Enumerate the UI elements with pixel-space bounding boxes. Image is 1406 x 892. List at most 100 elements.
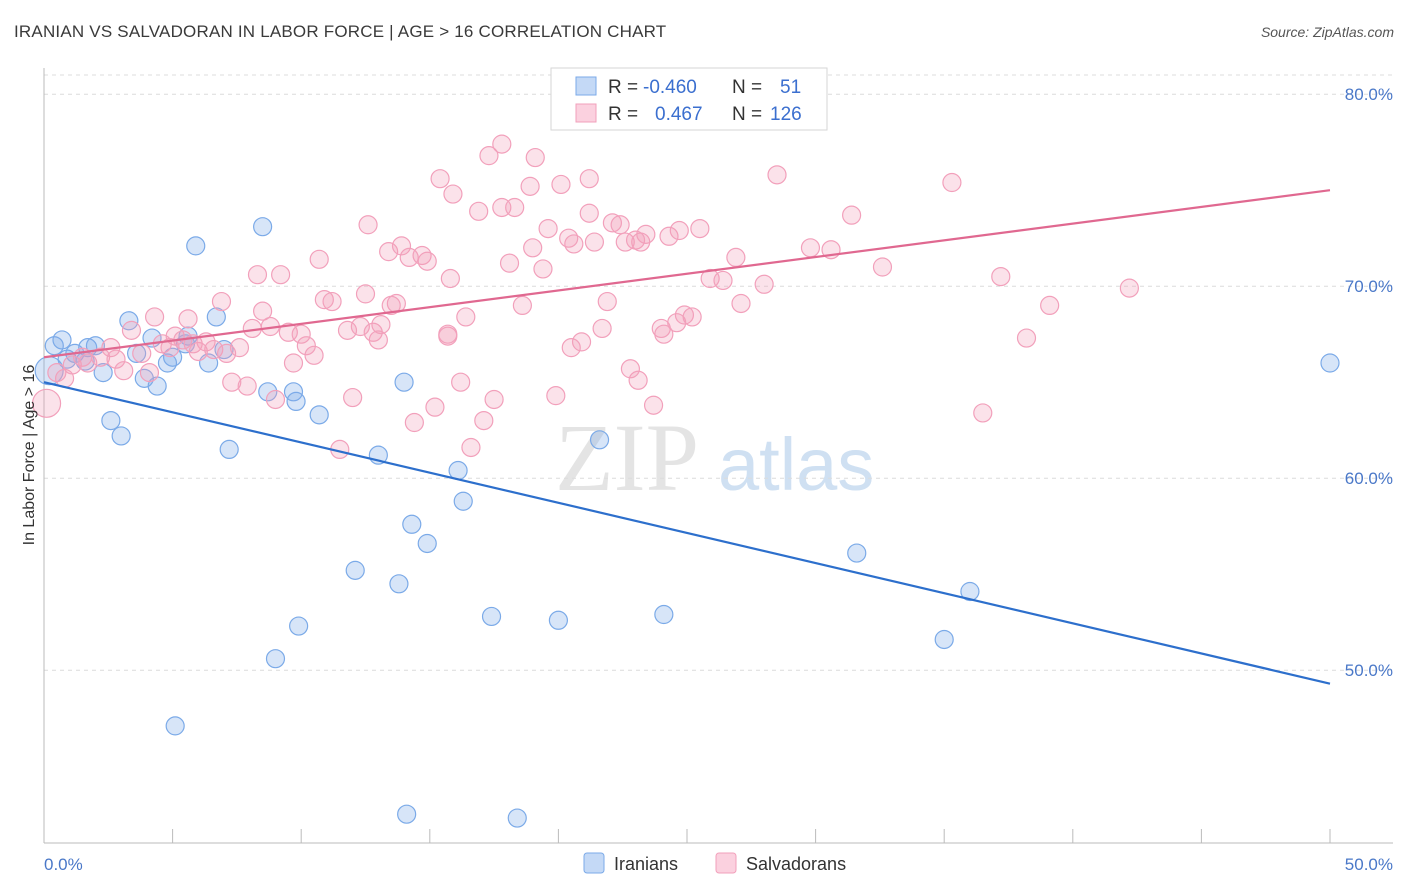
legend-r-label-1: R =: [608, 77, 638, 98]
watermark-atlas: atlas: [718, 423, 874, 506]
point-salvadorans: [669, 220, 689, 241]
x-tick-label-min: 0.0%: [44, 855, 83, 874]
point-iranians: [265, 649, 286, 669]
y-tick-labels: 50.0% 60.0% 70.0% 80.0%: [1345, 85, 1393, 680]
y-tick-label: 70.0%: [1345, 277, 1393, 296]
point-salvadorans: [343, 387, 363, 408]
y-tick-label: 80.0%: [1345, 85, 1393, 104]
point-iranians: [219, 439, 239, 459]
point-salvadorans: [404, 412, 424, 433]
point-salvadorans: [461, 437, 481, 458]
point-salvadorans: [355, 284, 376, 304]
point-salvadorans: [991, 267, 1011, 287]
point-salvadorans: [942, 172, 962, 193]
point-iranians: [345, 560, 365, 580]
point-iranians: [847, 543, 867, 563]
point-salvadorans: [505, 197, 525, 218]
point-salvadorans: [188, 341, 208, 362]
point-iranians: [654, 604, 674, 625]
point-salvadorans: [682, 307, 702, 327]
point-salvadorans: [643, 395, 664, 415]
legend-r-value-1: -0.460: [643, 77, 697, 98]
point-iranians: [52, 330, 72, 350]
point-iranians: [589, 430, 610, 450]
trend-line-iranians: [43, 381, 1331, 685]
point-salvadorans: [973, 403, 993, 423]
trend-lines: [43, 189, 1331, 685]
point-iranians: [111, 426, 131, 446]
point-salvadorans: [726, 247, 746, 267]
point-salvadorans: [469, 201, 489, 221]
legend-swatch-iranians: [575, 76, 597, 96]
point-salvadorans: [767, 165, 787, 185]
point-salvadorans: [546, 386, 566, 406]
point-salvadorans: [512, 295, 532, 315]
point-iranians: [157, 353, 178, 373]
legend-r-label-2: R =: [608, 104, 638, 125]
point-salvadorans: [451, 372, 471, 392]
point-iranians: [548, 610, 569, 630]
point-salvadorans: [484, 389, 504, 410]
point-salvadorans: [456, 307, 476, 327]
point-salvadorans: [139, 363, 160, 383]
point-salvadorans: [381, 295, 401, 315]
point-salvadorans: [597, 291, 617, 312]
point-salvadorans: [204, 339, 224, 360]
point-salvadorans: [842, 205, 862, 225]
point-salvadorans: [628, 370, 648, 390]
point-salvadorans: [443, 184, 463, 204]
point-salvadorans: [132, 343, 152, 363]
point-iranians: [289, 616, 309, 636]
point-salvadorans: [754, 274, 774, 294]
point-iranians: [402, 514, 422, 534]
point-salvadorans: [525, 147, 545, 168]
point-salvadorans: [337, 320, 358, 340]
point-salvadorans: [114, 361, 134, 381]
point-salvadorans: [247, 265, 268, 285]
y-axis-title: In Labor Force | Age > 16: [21, 365, 38, 546]
point-salvadorans: [291, 324, 311, 344]
point-iranians: [101, 411, 121, 431]
point-salvadorans: [523, 238, 543, 258]
point-salvadorans: [304, 345, 324, 365]
series-legend-label-salvadorans: Salvadorans: [746, 854, 846, 874]
point-salvadorans: [438, 324, 458, 344]
point-salvadorans: [479, 146, 499, 166]
point-iranians: [44, 336, 64, 356]
y-tick-label: 60.0%: [1345, 469, 1393, 488]
point-salvadorans: [492, 134, 512, 154]
point-iranians: [481, 606, 502, 627]
point-salvadorans: [520, 176, 540, 196]
point-salvadorans: [309, 249, 329, 269]
point-salvadorans: [237, 376, 257, 396]
legend-r-value-2: 0.467: [655, 104, 703, 125]
point-salvadorans: [90, 347, 111, 367]
point-salvadorans: [602, 213, 623, 233]
point-salvadorans: [584, 232, 605, 252]
gridlines: [44, 74, 1393, 671]
x-tick-label-max: 50.0%: [1345, 855, 1393, 874]
point-salvadorans: [440, 268, 460, 289]
legend-n-label-1: N =: [732, 77, 762, 98]
point-salvadorans: [690, 219, 710, 239]
point-salvadorans: [1040, 295, 1060, 315]
point-iranians: [309, 405, 329, 425]
point-salvadorans: [579, 203, 599, 223]
point-iranians: [258, 382, 278, 402]
point-salvadorans: [620, 359, 641, 379]
point-salvadorans: [559, 228, 579, 248]
point-iranians: [1320, 353, 1340, 373]
point-salvadorans: [1119, 278, 1139, 298]
stats-legend: R = -0.460 N = 51 R = 0.467 N = 126: [550, 67, 828, 131]
point-salvadorans: [800, 238, 821, 258]
point-salvadorans: [265, 389, 286, 410]
chart-title: IRANIAN VS SALVADORAN IN LABOR FORCE | A…: [14, 22, 667, 41]
point-salvadorans: [430, 169, 450, 189]
point-iranians: [417, 533, 437, 554]
point-iranians: [286, 391, 306, 411]
point-salvadorans: [121, 320, 142, 340]
point-iranians: [186, 236, 206, 256]
legend-swatch-salvadorans: [575, 103, 597, 123]
point-salvadorans: [571, 332, 592, 352]
